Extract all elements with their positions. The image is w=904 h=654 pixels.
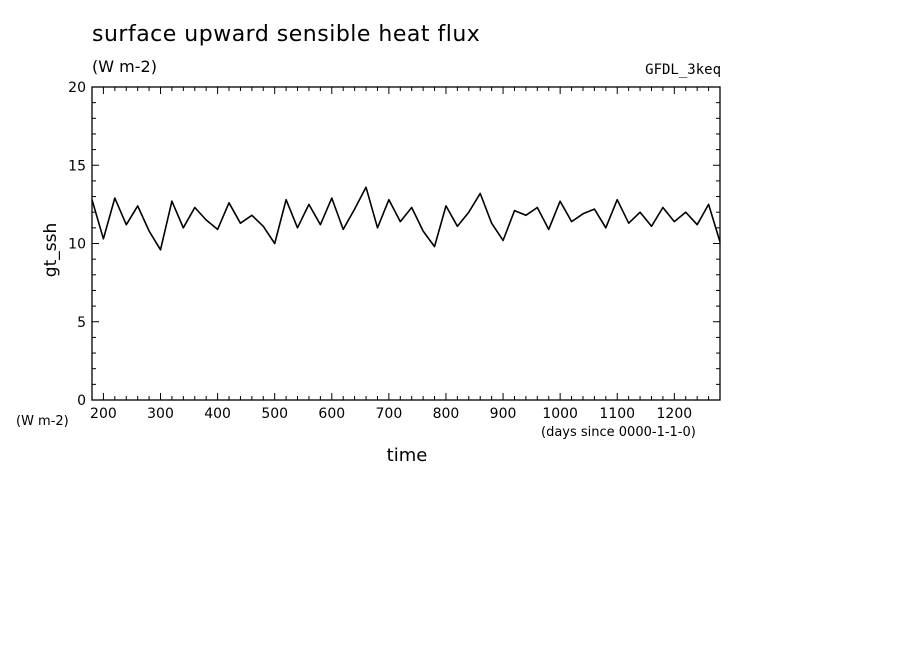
source-label: GFDL_3keq [645, 62, 721, 78]
y-tick-label: 10 [68, 237, 86, 253]
y-tick-label: 5 [77, 315, 86, 331]
series-group [91, 186, 721, 251]
x-tick-label: 500 [261, 406, 288, 422]
chart-units: (W m-2) [92, 57, 157, 76]
chart-title: surface upward sensible heat flux [92, 22, 481, 47]
x-tick-label: 600 [318, 406, 345, 422]
series-line-0 [91, 186, 721, 251]
x-tick-label: 800 [433, 406, 460, 422]
x-tick-label: 300 [147, 406, 174, 422]
x-tick-label: 200 [90, 406, 117, 422]
x-tick-label: 700 [376, 406, 403, 422]
y-axis-label: gt_ssh [41, 222, 61, 278]
y-tick-label: 0 [77, 393, 86, 409]
x-tick-label: 900 [490, 406, 517, 422]
x-axis-units: (days since 0000-1-1-0) [541, 425, 696, 440]
x-tick-label: 1000 [542, 406, 578, 422]
y-tick-label: 15 [68, 158, 86, 174]
y-axis-units: (W m-2) [16, 414, 69, 429]
x-tick-label: 400 [204, 406, 231, 422]
axis-ticks: 0 5 10 15 20 200 300 400 500 600 700 800 900 1000 1100… [68, 80, 721, 422]
x-axis-label: time [386, 445, 428, 466]
x-tick-label: 1100 [599, 406, 635, 422]
plot-frame [91, 86, 721, 401]
y-tick-label: 20 [68, 80, 86, 96]
x-tick-label: 1200 [657, 406, 693, 422]
